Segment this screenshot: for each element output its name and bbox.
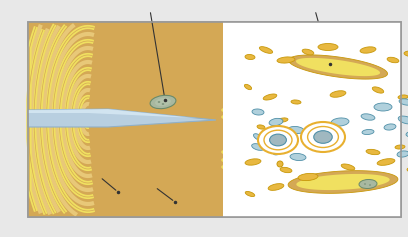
FancyBboxPatch shape [28, 22, 401, 217]
Ellipse shape [360, 47, 376, 53]
Ellipse shape [404, 51, 408, 57]
Ellipse shape [268, 184, 284, 190]
Ellipse shape [341, 164, 355, 170]
Ellipse shape [398, 116, 408, 124]
Polygon shape [28, 22, 273, 217]
Ellipse shape [257, 125, 265, 129]
Ellipse shape [288, 127, 304, 134]
Ellipse shape [290, 153, 306, 160]
Ellipse shape [387, 57, 399, 63]
Ellipse shape [245, 191, 255, 196]
Ellipse shape [244, 84, 252, 90]
Ellipse shape [291, 100, 301, 104]
Ellipse shape [308, 127, 338, 147]
Ellipse shape [330, 91, 346, 97]
Ellipse shape [407, 168, 408, 173]
Ellipse shape [302, 49, 314, 55]
Ellipse shape [361, 114, 375, 120]
Ellipse shape [280, 167, 292, 173]
Ellipse shape [259, 47, 273, 53]
Ellipse shape [252, 144, 264, 150]
Ellipse shape [366, 149, 380, 155]
Polygon shape [288, 55, 388, 79]
Ellipse shape [155, 98, 171, 106]
Polygon shape [296, 174, 390, 190]
Ellipse shape [245, 159, 261, 165]
Ellipse shape [278, 118, 288, 122]
Ellipse shape [245, 55, 255, 59]
Ellipse shape [372, 87, 384, 93]
Ellipse shape [269, 118, 283, 126]
Polygon shape [28, 109, 216, 127]
Ellipse shape [399, 99, 408, 105]
Ellipse shape [298, 173, 318, 181]
Ellipse shape [150, 95, 176, 109]
Ellipse shape [258, 126, 298, 154]
Ellipse shape [397, 151, 408, 157]
Ellipse shape [253, 134, 262, 140]
Ellipse shape [395, 145, 405, 149]
Ellipse shape [362, 129, 374, 135]
Ellipse shape [331, 118, 349, 126]
Ellipse shape [359, 179, 377, 188]
Ellipse shape [264, 130, 292, 150]
Ellipse shape [158, 101, 160, 103]
Polygon shape [28, 109, 196, 118]
Ellipse shape [273, 149, 283, 155]
Polygon shape [288, 171, 398, 193]
Ellipse shape [377, 159, 395, 165]
Ellipse shape [318, 44, 338, 50]
Ellipse shape [252, 109, 264, 115]
Ellipse shape [364, 183, 366, 185]
Ellipse shape [398, 95, 408, 99]
Ellipse shape [369, 184, 371, 186]
Ellipse shape [374, 103, 392, 111]
Ellipse shape [301, 122, 345, 152]
Ellipse shape [263, 94, 277, 100]
Ellipse shape [314, 131, 332, 143]
Ellipse shape [162, 103, 164, 105]
Ellipse shape [277, 161, 283, 167]
Ellipse shape [277, 57, 295, 63]
Ellipse shape [165, 100, 167, 102]
Polygon shape [223, 22, 401, 217]
Polygon shape [296, 58, 380, 76]
Ellipse shape [406, 131, 408, 137]
Ellipse shape [384, 124, 396, 130]
Ellipse shape [270, 134, 286, 146]
